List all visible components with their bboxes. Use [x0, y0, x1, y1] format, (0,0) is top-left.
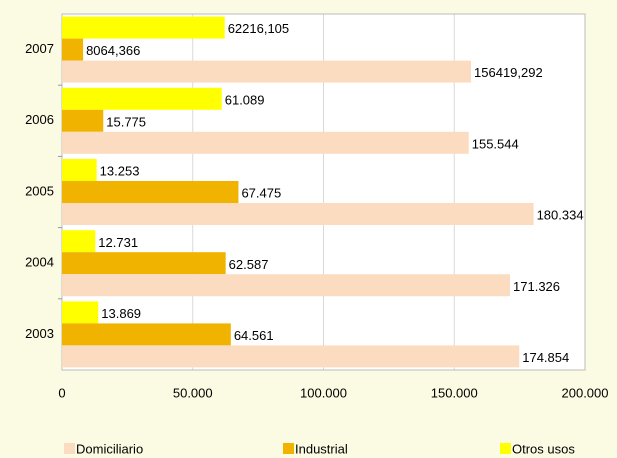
bar [62, 159, 97, 181]
value-label: 13.869 [101, 306, 141, 321]
bar [62, 38, 84, 61]
value-label: 62216,105 [228, 21, 289, 36]
y-tick-label: 2004 [25, 255, 54, 270]
value-label: 62.587 [229, 257, 269, 272]
bar [62, 274, 511, 297]
value-label: 155.544 [472, 136, 519, 151]
bar [62, 345, 520, 368]
value-label: 156419,292 [474, 65, 543, 80]
value-label: 15.775 [106, 114, 146, 129]
bar [62, 230, 96, 253]
bar [62, 87, 222, 110]
x-tick-label: 50.000 [173, 385, 213, 400]
bar [62, 323, 231, 346]
value-label: 64.561 [234, 328, 274, 343]
value-label: 174.854 [522, 350, 569, 365]
x-tick-label: 200.000 [562, 385, 609, 400]
legend-label: Industrial [295, 441, 348, 456]
value-label: 180.334 [537, 208, 584, 223]
bar [62, 109, 104, 132]
x-tick-label: 150.000 [431, 385, 478, 400]
bar [62, 181, 239, 203]
x-tick-label: 0 [58, 385, 65, 400]
x-tick-label: 100.000 [300, 385, 347, 400]
value-label: 61.089 [225, 92, 265, 107]
y-tick-label: 2006 [25, 112, 54, 127]
y-tick-label: 2007 [25, 41, 54, 56]
legend-swatch [500, 443, 511, 454]
bar [62, 60, 472, 83]
value-label: 171.326 [513, 279, 560, 294]
legend-swatch [64, 443, 75, 454]
bar [62, 16, 225, 39]
y-tick-label: 2003 [25, 326, 54, 341]
bar [62, 252, 226, 275]
bar [62, 203, 534, 225]
bar [62, 131, 469, 154]
legend-label: Domiciliario [76, 441, 143, 456]
legend-label: Otros usos [512, 441, 575, 456]
value-label: 8064,366 [86, 43, 140, 58]
value-label: 13.253 [100, 164, 140, 179]
value-label: 67.475 [241, 186, 281, 201]
value-label: 12.731 [98, 235, 138, 250]
bar [62, 301, 99, 324]
y-tick-label: 2005 [25, 183, 54, 198]
legend-swatch [283, 443, 294, 454]
